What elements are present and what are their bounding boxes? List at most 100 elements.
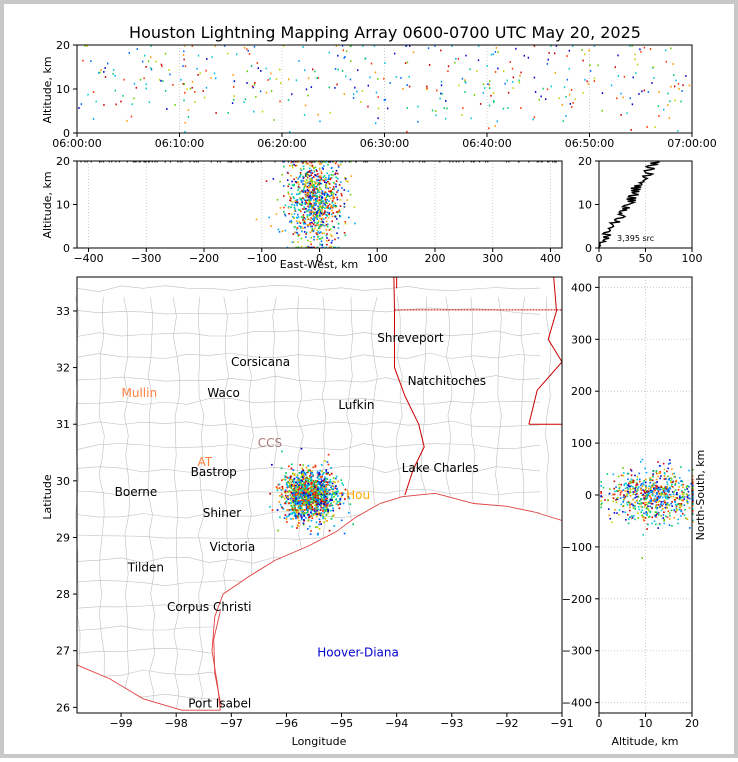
vhf-source-point [312,192,315,195]
vhf-source-point [290,463,293,466]
vhf-source-point [316,215,319,217]
vhf-source-point [327,502,329,504]
vhf-source-point [296,199,299,201]
vhf-source-point [269,77,271,80]
vhf-source-point [378,161,381,163]
vhf-source-point [310,212,313,215]
vhf-source-point [326,211,329,214]
vhf-source-point [321,217,323,220]
vhf-source-point [145,161,147,163]
vhf-source-point [316,200,318,203]
vhf-source-point [634,493,637,496]
vhf-source-point [645,481,647,484]
vhf-source-point [307,471,309,474]
vhf-source-point [677,522,679,525]
vhf-source-point [315,508,318,510]
vhf-source-point [686,496,689,498]
vhf-source-point [402,87,404,90]
vhf-source-point [316,498,318,501]
vhf-source-point [321,196,323,199]
vhf-source-point [294,501,297,504]
vhf-source-point [279,82,282,84]
vhf-source-point [663,493,666,496]
vhf-source-point [308,483,311,486]
vhf-source-point [692,475,694,477]
vhf-source-point [332,161,334,163]
vhf-source-point [305,210,308,213]
vhf-source-point [339,492,341,495]
vhf-source-point [272,178,275,180]
vhf-source-point [673,472,675,475]
vhf-source-point [295,476,298,479]
vhf-source-point [688,494,690,497]
vhf-source-point [310,191,313,193]
vhf-source-point [321,480,323,482]
vhf-source-point [692,493,694,496]
vhf-source-point [668,493,671,496]
vhf-source-point [660,503,662,505]
vhf-source-point [347,496,350,498]
vhf-source-point [610,84,613,87]
vhf-source-point [305,182,307,184]
vhf-source-point [331,485,334,487]
city-label: Corsicana [231,355,290,369]
vhf-source-point [293,487,295,490]
vhf-source-point [321,167,324,169]
vhf-source-point [674,511,677,513]
vhf-source-point [312,474,314,477]
vhf-source-point [689,497,691,500]
vhf-source-point [517,161,520,163]
vhf-source-point [659,496,661,498]
vhf-source-point [587,82,590,85]
vhf-source-point [673,475,676,478]
vhf-source-point [344,222,347,225]
vhf-source-point [452,161,454,163]
vhf-source-point [250,65,253,68]
vhf-source-point [86,161,88,163]
vhf-source-point [634,487,637,489]
vhf-source-point [281,496,284,498]
vhf-source-point [312,230,315,232]
vhf-source-point [649,489,652,492]
vhf-source-point [661,486,664,489]
vhf-source-point [315,502,318,505]
vhf-source-point [317,178,320,181]
vhf-source-point [688,507,691,509]
vhf-source-point [632,485,634,488]
vhf-source-point [682,491,685,494]
vhf-source-point [593,77,596,80]
vhf-source-point [301,497,304,500]
vhf-source-point [303,492,306,495]
vhf-source-point [307,202,310,205]
vhf-source-point [659,505,661,508]
vhf-source-point [645,511,648,513]
vhf-source-point [334,162,337,165]
vhf-source-point [322,483,324,485]
vhf-source-point [291,166,294,169]
vhf-source-point [270,90,273,92]
vhf-source-point [298,513,300,515]
vhf-source-point [329,498,332,501]
vhf-source-point [104,76,107,78]
vhf-source-point [318,527,321,530]
vhf-source-point [255,96,257,98]
vhf-source-point [320,201,323,204]
vhf-source-point [558,97,560,100]
vhf-source-point [334,193,337,196]
vhf-source-point [310,487,313,490]
vhf-source-point [316,509,319,512]
vhf-source-point [318,518,321,521]
vhf-source-point [317,500,319,503]
vhf-source-point [668,477,671,480]
vhf-source-point [317,161,320,163]
vhf-source-point [672,480,675,483]
vhf-source-point [301,467,304,470]
vhf-source-point [375,122,377,125]
vhf-source-point [680,504,683,507]
vhf-source-point [330,245,332,248]
vhf-source-point [323,511,326,514]
vhf-source-point [312,496,314,499]
vhf-source-point [309,505,312,508]
vhf-source-point [654,484,657,487]
